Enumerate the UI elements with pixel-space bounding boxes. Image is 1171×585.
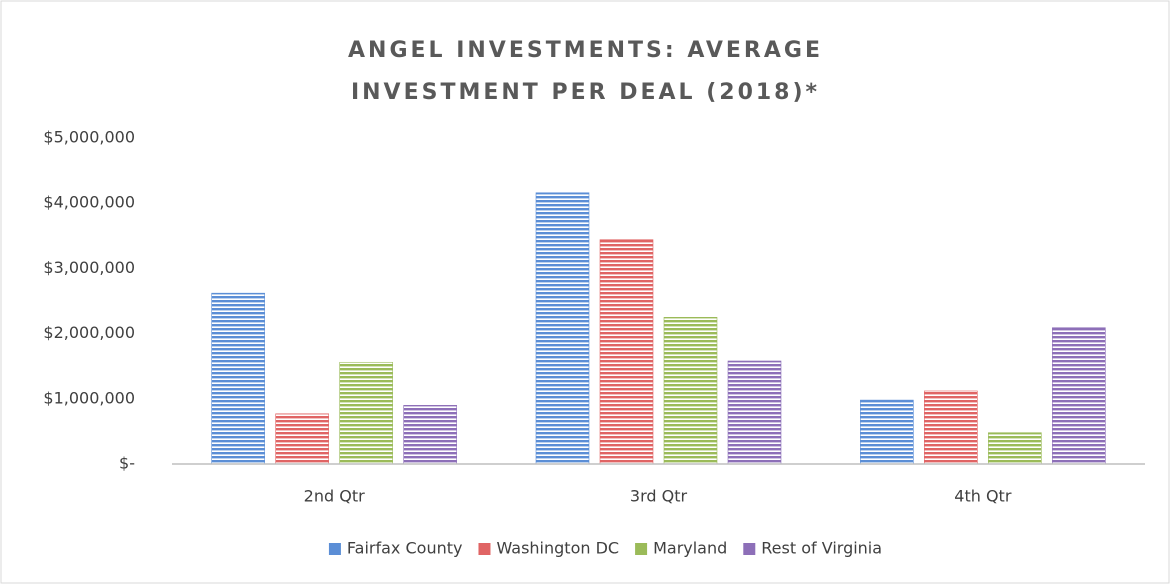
legend-label: Washington DC <box>496 539 619 558</box>
x-tick-label: 2nd Qtr <box>304 487 365 506</box>
bar <box>663 316 718 465</box>
bar <box>860 399 914 465</box>
legend-label: Maryland <box>653 539 727 558</box>
y-tick-label: $5,000,000 <box>43 128 135 147</box>
y-tick-label: $2,000,000 <box>43 323 135 342</box>
legend-label: Fairfax County <box>347 539 463 558</box>
bar <box>403 405 457 465</box>
bar <box>211 292 265 465</box>
legend-swatch <box>743 543 756 555</box>
bar <box>339 361 393 465</box>
chart-title: ANGEL INVESTMENTS: AVERAGE INVESTMENT PE… <box>348 38 823 105</box>
legend-label: Rest of Virginia <box>761 539 882 558</box>
x-tick-label: 3rd Qtr <box>630 487 688 506</box>
legend-swatch <box>635 543 648 555</box>
bar <box>275 413 329 465</box>
legend-swatch <box>328 543 341 555</box>
y-tick-label: $1,000,000 <box>43 388 135 407</box>
bar <box>988 432 1042 465</box>
y-tick-label: $- <box>119 454 135 473</box>
bar <box>727 360 782 465</box>
y-tick-label: $4,000,000 <box>43 193 135 212</box>
legend-swatch <box>478 543 491 555</box>
bar <box>535 192 590 465</box>
y-tick-label: $3,000,000 <box>43 258 135 277</box>
x-tick-label: 4th Qtr <box>954 487 1012 506</box>
bar <box>1052 327 1106 465</box>
bar <box>924 390 978 465</box>
bar <box>599 239 654 465</box>
